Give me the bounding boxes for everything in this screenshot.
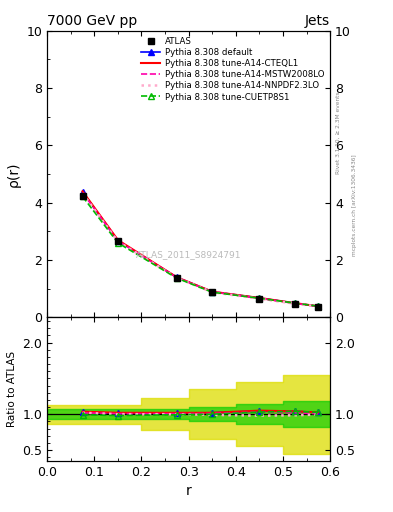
Pythia 8.308 default xyxy=(80,189,85,195)
ATLAS xyxy=(257,296,262,302)
Pythia 8.308 tune-A14-CTEQL1 xyxy=(210,289,215,295)
Pythia 8.308 tune-A14-NNPDF2.3LO xyxy=(316,304,321,310)
Pythia 8.308 tune-A14-CTEQL1 xyxy=(80,188,85,195)
ATLAS xyxy=(174,275,179,281)
Text: 7000 GeV pp: 7000 GeV pp xyxy=(47,14,138,28)
Y-axis label: Ratio to ATLAS: Ratio to ATLAS xyxy=(7,351,17,427)
Pythia 8.308 tune-CUETP8S1 xyxy=(210,289,215,295)
Pythia 8.308 default xyxy=(257,295,262,301)
Legend: ATLAS, Pythia 8.308 default, Pythia 8.308 tune-A14-CTEQL1, Pythia 8.308 tune-A14: ATLAS, Pythia 8.308 default, Pythia 8.30… xyxy=(140,35,326,103)
Pythia 8.308 tune-CUETP8S1 xyxy=(80,194,85,200)
Y-axis label: ρ(r): ρ(r) xyxy=(7,161,21,187)
Pythia 8.308 tune-CUETP8S1 xyxy=(174,275,179,281)
Pythia 8.308 tune-A14-MSTW2008LO xyxy=(80,189,85,196)
ATLAS xyxy=(292,301,297,307)
Pythia 8.308 tune-A14-NNPDF2.3LO xyxy=(116,239,120,245)
Pythia 8.308 default xyxy=(174,274,179,281)
Pythia 8.308 tune-A14-CTEQL1 xyxy=(116,237,120,243)
Pythia 8.308 default xyxy=(116,238,120,244)
Pythia 8.308 tune-CUETP8S1 xyxy=(292,300,297,306)
Pythia 8.308 tune-A14-NNPDF2.3LO xyxy=(292,301,297,307)
Line: Pythia 8.308 tune-A14-CTEQL1: Pythia 8.308 tune-A14-CTEQL1 xyxy=(83,191,318,306)
ATLAS xyxy=(116,239,120,245)
Line: Pythia 8.308 tune-A14-NNPDF2.3LO: Pythia 8.308 tune-A14-NNPDF2.3LO xyxy=(83,194,318,307)
Pythia 8.308 tune-CUETP8S1 xyxy=(257,295,262,301)
Pythia 8.308 tune-A14-CTEQL1 xyxy=(174,274,179,281)
Pythia 8.308 tune-A14-MSTW2008LO xyxy=(174,274,179,281)
ATLAS xyxy=(316,304,321,310)
Pythia 8.308 default xyxy=(316,303,321,309)
Line: Pythia 8.308 tune-CUETP8S1: Pythia 8.308 tune-CUETP8S1 xyxy=(80,194,321,309)
ATLAS xyxy=(210,289,215,295)
Pythia 8.308 tune-CUETP8S1 xyxy=(116,240,120,246)
Pythia 8.308 tune-A14-CTEQL1 xyxy=(257,295,262,301)
X-axis label: r: r xyxy=(186,484,191,498)
Pythia 8.308 tune-A14-NNPDF2.3LO xyxy=(210,289,215,295)
Pythia 8.308 tune-A14-NNPDF2.3LO xyxy=(174,275,179,281)
Pythia 8.308 tune-A14-MSTW2008LO xyxy=(292,301,297,307)
Pythia 8.308 default xyxy=(292,300,297,306)
Line: ATLAS: ATLAS xyxy=(79,193,321,310)
Pythia 8.308 tune-A14-CTEQL1 xyxy=(316,303,321,309)
Text: Jets: Jets xyxy=(305,14,330,28)
Pythia 8.308 tune-A14-NNPDF2.3LO xyxy=(80,190,85,197)
Pythia 8.308 tune-A14-MSTW2008LO xyxy=(116,238,120,244)
Line: Pythia 8.308 default: Pythia 8.308 default xyxy=(80,189,321,309)
Pythia 8.308 tune-A14-MSTW2008LO xyxy=(316,304,321,310)
Text: ATLAS_2011_S8924791: ATLAS_2011_S8924791 xyxy=(136,250,241,259)
Line: Pythia 8.308 tune-A14-MSTW2008LO: Pythia 8.308 tune-A14-MSTW2008LO xyxy=(83,193,318,307)
Text: mcplots.cern.ch [arXiv:1306.3436]: mcplots.cern.ch [arXiv:1306.3436] xyxy=(352,154,357,255)
ATLAS xyxy=(80,193,85,199)
Pythia 8.308 tune-A14-MSTW2008LO xyxy=(257,295,262,301)
Text: Rivet 3.1.10, ≥ 2.3M events: Rivet 3.1.10, ≥ 2.3M events xyxy=(336,92,341,175)
Pythia 8.308 tune-A14-MSTW2008LO xyxy=(210,289,215,295)
Pythia 8.308 default xyxy=(210,289,215,295)
Pythia 8.308 tune-A14-CTEQL1 xyxy=(292,300,297,306)
Pythia 8.308 tune-A14-NNPDF2.3LO xyxy=(257,296,262,302)
Pythia 8.308 tune-CUETP8S1 xyxy=(316,303,321,309)
